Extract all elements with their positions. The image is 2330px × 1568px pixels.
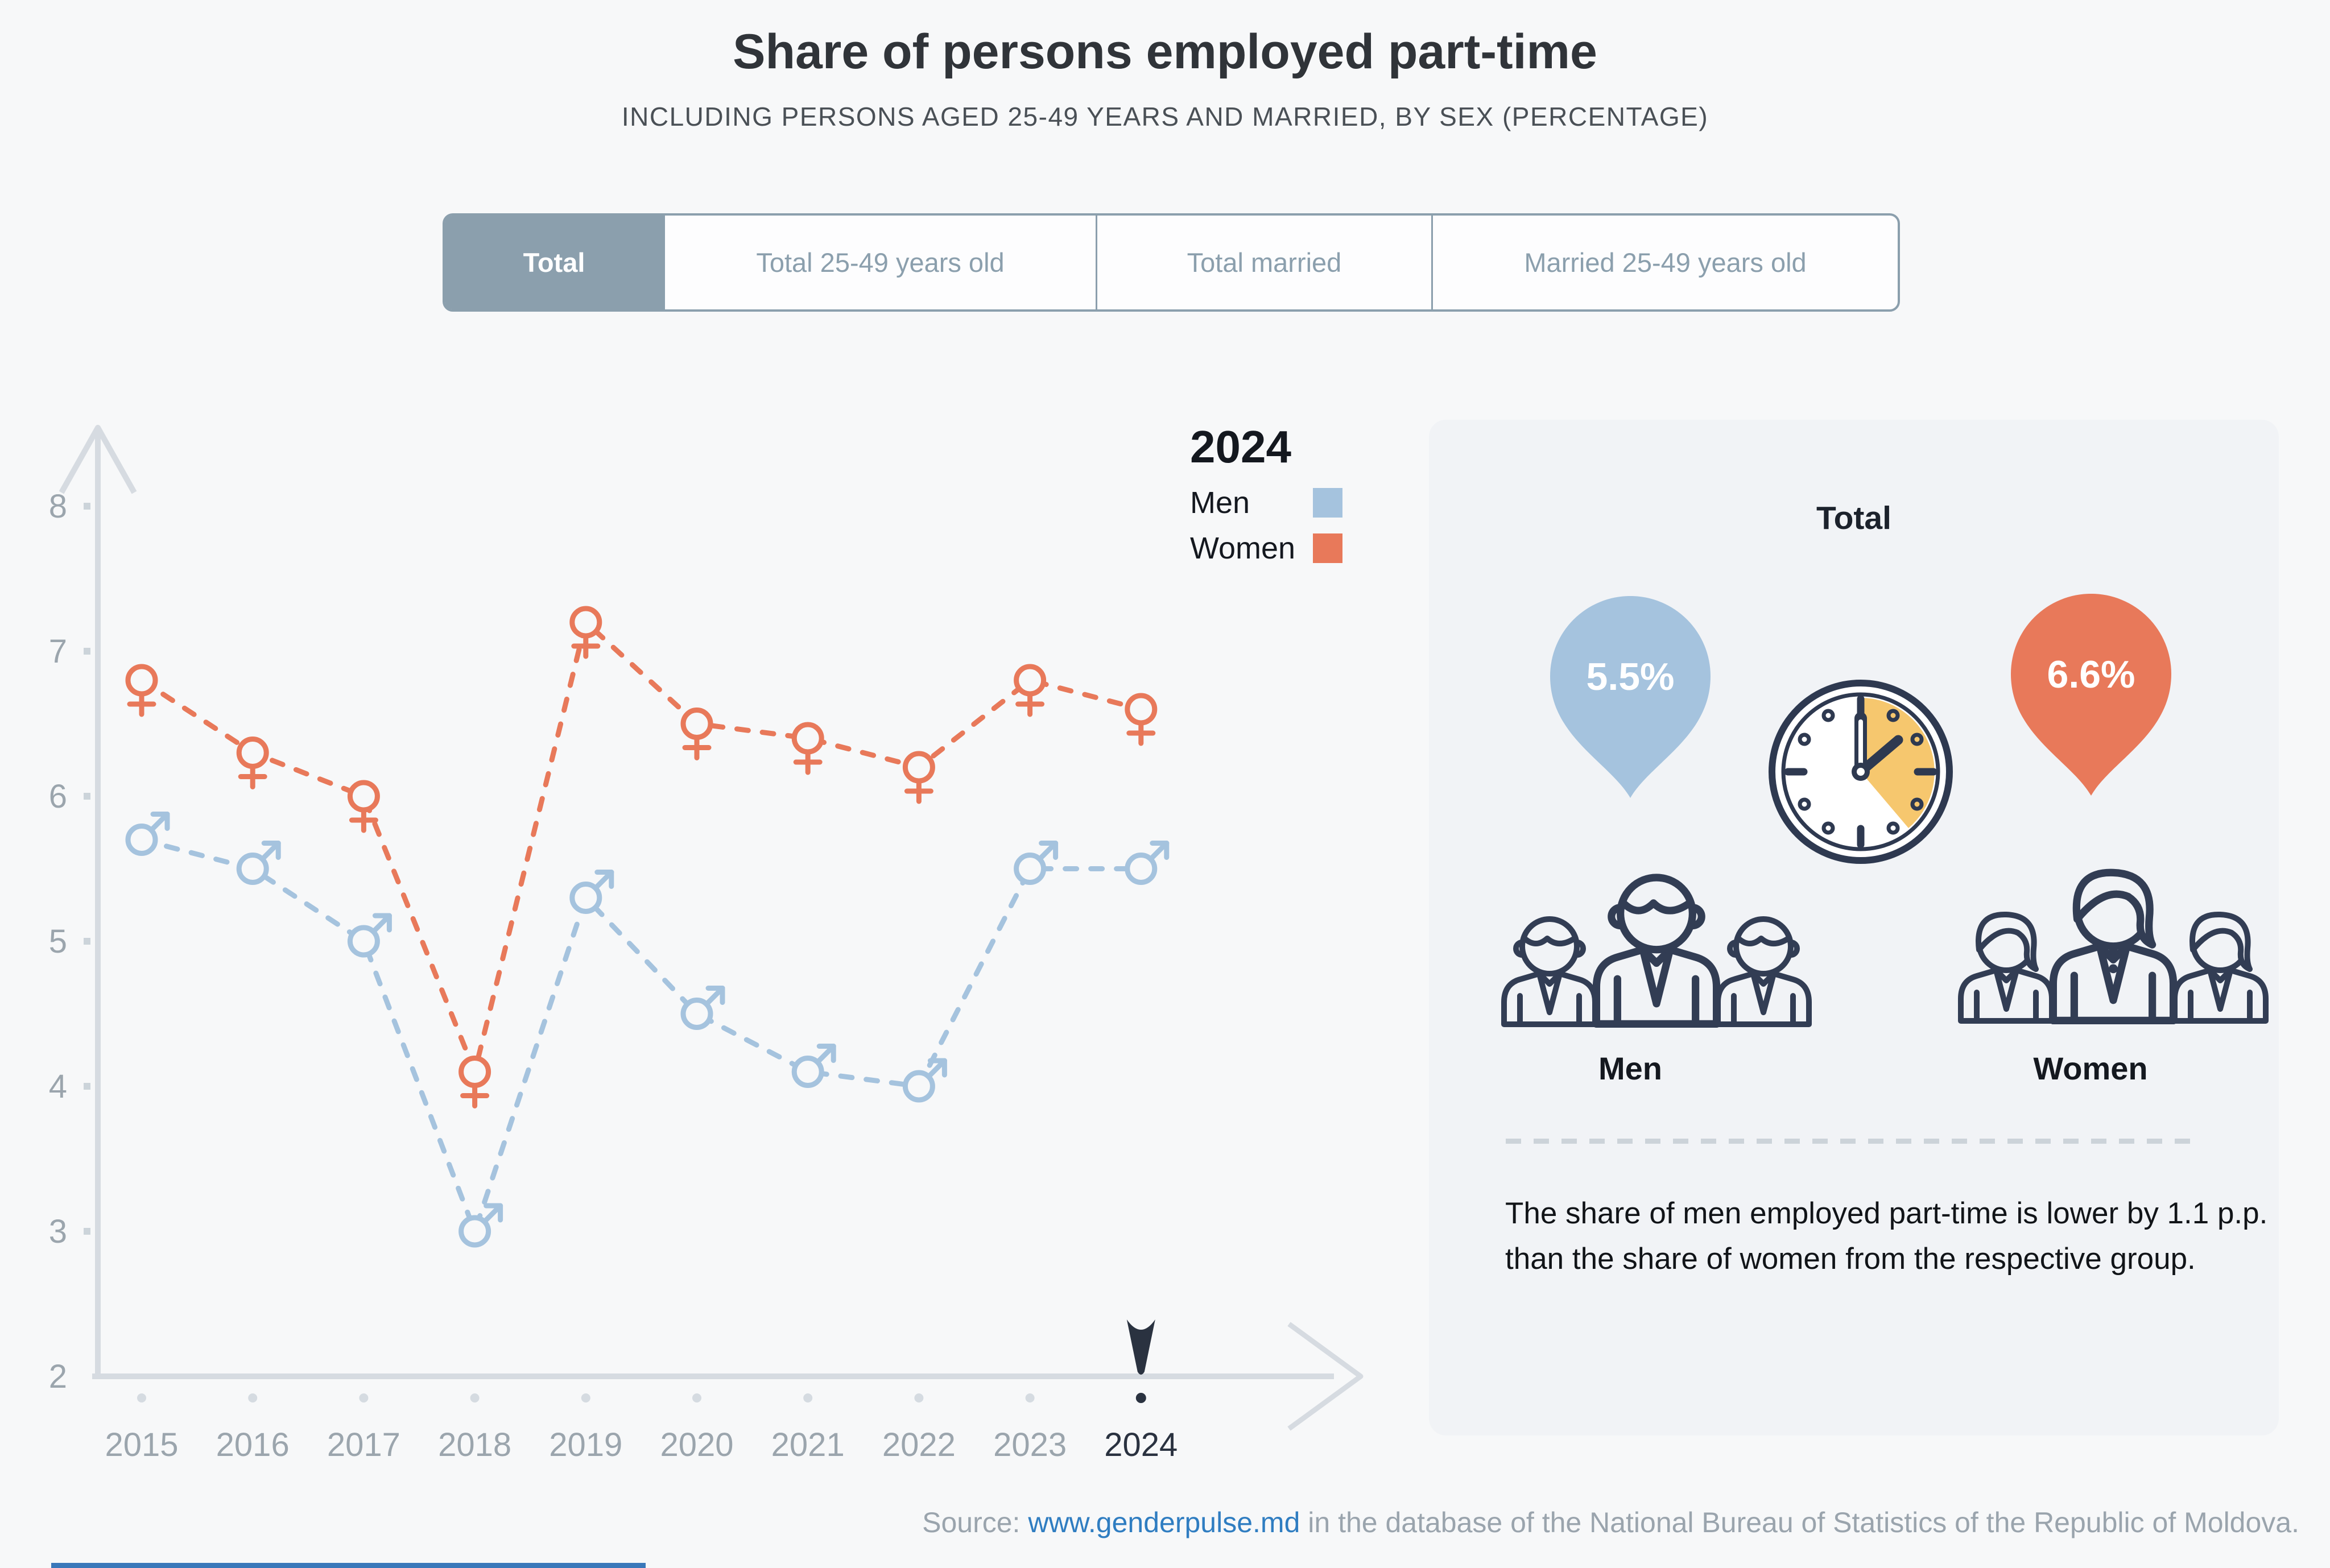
chart-legend: 2024 Men Women xyxy=(1190,421,1342,565)
x-tick-label-2017[interactable]: 2017 xyxy=(327,1426,400,1463)
y-tick-label: 7 xyxy=(49,633,67,670)
year-dot-2021[interactable] xyxy=(803,1393,813,1402)
legend-women-label: Women xyxy=(1190,531,1296,565)
men-value: 5.5% xyxy=(1587,655,1675,698)
series-line-men xyxy=(139,837,1144,1239)
y-tick-label: 8 xyxy=(49,488,67,525)
x-tick-label-2018[interactable]: 2018 xyxy=(438,1426,511,1463)
tab-total-married[interactable]: Total married xyxy=(1096,216,1431,309)
y-tick-label: 4 xyxy=(49,1068,67,1105)
female-symbol-marker-2017 xyxy=(347,780,380,833)
male-symbol-marker-2018 xyxy=(458,1203,503,1248)
x-tick-label-2023[interactable]: 2023 xyxy=(993,1426,1067,1463)
year-dot-2020[interactable] xyxy=(692,1393,701,1402)
y-tick-label: 3 xyxy=(49,1213,67,1250)
y-tick xyxy=(84,793,90,800)
source-suffix: in the database of the National Bureau o… xyxy=(1300,1507,2299,1538)
legend-item-women: Women xyxy=(1190,531,1342,565)
x-tick-label-2019[interactable]: 2019 xyxy=(549,1426,622,1463)
x-tick-label-2021[interactable]: 2021 xyxy=(771,1426,845,1463)
men-group-icon xyxy=(1501,874,1812,1028)
legend-men-swatch xyxy=(1313,488,1342,518)
source-line: Source: www.genderpulse.md in the databa… xyxy=(922,1506,2299,1539)
line-chart: 2 3 4 5 6 7 8 2015 2016 2017 2018 2019 2020 2021 2022 2… xyxy=(49,425,1364,1463)
y-axis-arrow-icon xyxy=(59,425,137,494)
y-tick xyxy=(84,938,90,945)
y-tick xyxy=(84,648,90,655)
year-dot-2018[interactable] xyxy=(470,1393,480,1402)
tab-married-25-49[interactable]: Married 25-49 years old xyxy=(1431,216,1898,309)
source-link[interactable]: www.genderpulse.md xyxy=(1028,1507,1300,1538)
category-tabbar: Total Total 25-49 years old Total marrie… xyxy=(443,213,1900,312)
x-tick-label-2015[interactable]: 2015 xyxy=(105,1426,178,1463)
x-tick-label-2016[interactable]: 2016 xyxy=(216,1426,290,1463)
male-symbol-marker-2017 xyxy=(347,913,392,958)
legend-item-men: Men xyxy=(1190,486,1342,520)
female-symbol-marker-2018 xyxy=(458,1056,491,1108)
male-symbol-marker-2020 xyxy=(680,986,725,1030)
source-prefix: Source: xyxy=(922,1507,1028,1538)
male-symbol-marker-2016 xyxy=(236,841,281,885)
year-dot-2019[interactable] xyxy=(581,1393,590,1402)
female-symbol-marker-2023 xyxy=(1014,664,1047,717)
y-tick xyxy=(84,503,90,510)
panel-women-label: Women xyxy=(2033,1050,2148,1086)
legend-women-swatch xyxy=(1313,533,1342,563)
year-pointer-icon xyxy=(1126,1319,1155,1375)
female-symbol-marker-2021 xyxy=(791,722,824,775)
year-dot-2022[interactable] xyxy=(914,1393,924,1402)
series-line-women xyxy=(139,617,1144,1081)
tab-total-25-49[interactable]: Total 25-49 years old xyxy=(663,216,1096,309)
y-tick-label: 2 xyxy=(49,1358,67,1395)
summary-panel: Total 5.5% 6.6% xyxy=(1429,420,2279,1435)
female-symbol-marker-2022 xyxy=(902,751,935,804)
panel-heading: Total xyxy=(1816,500,1891,536)
legend-men-label: Men xyxy=(1190,486,1250,520)
tab-total[interactable]: Total xyxy=(445,216,663,309)
clock-icon xyxy=(1769,680,1953,864)
pin-shape-women xyxy=(2011,594,2171,796)
female-symbol-marker-2016 xyxy=(236,737,269,789)
legend-selected-year: 2024 xyxy=(1190,421,1291,472)
male-symbol-marker-2022 xyxy=(902,1058,947,1103)
x-axis-arrow-icon xyxy=(1287,1322,1364,1431)
panel-men-label: Men xyxy=(1598,1050,1662,1086)
year-dot-2023[interactable] xyxy=(1025,1393,1035,1402)
x-tick-label-2020[interactable]: 2020 xyxy=(660,1426,733,1463)
x-tick-label-2024[interactable]: 2024 xyxy=(1104,1426,1178,1463)
year-dot-2024[interactable] xyxy=(1135,1393,1146,1403)
page-subtitle: INCLUDING PERSONS AGED 25-49 YEARS AND M… xyxy=(621,102,1709,131)
women-group-icon xyxy=(1958,868,2269,1025)
y-tick-label: 5 xyxy=(49,923,67,960)
male-symbol-marker-2021 xyxy=(791,1044,836,1088)
page-title: Share of persons employed part-time xyxy=(733,24,1597,79)
male-symbol-marker-2024 xyxy=(1125,841,1170,885)
female-symbol-marker-2024 xyxy=(1125,693,1158,746)
female-symbol-marker-2015 xyxy=(125,664,158,717)
women-value-pin: 6.6% xyxy=(2011,594,2171,796)
male-symbol-marker-2015 xyxy=(125,812,170,856)
y-tick-label: 6 xyxy=(49,778,67,815)
y-tick xyxy=(84,1228,90,1235)
x-tick-label-2022[interactable]: 2022 xyxy=(882,1426,956,1463)
panel-note: The share of men employed part-time is l… xyxy=(1505,1197,2268,1276)
pin-shape-men xyxy=(1550,596,1711,798)
bottom-progress-bar xyxy=(51,1563,646,1568)
year-dot-2017[interactable] xyxy=(359,1393,369,1402)
dashed-divider xyxy=(1506,1139,2201,1144)
year-dot-2016[interactable] xyxy=(248,1393,258,1402)
women-value: 6.6% xyxy=(2047,653,2135,696)
female-symbol-marker-2019 xyxy=(569,606,602,659)
y-tick xyxy=(84,1083,90,1090)
female-symbol-marker-2020 xyxy=(680,708,713,760)
male-symbol-marker-2019 xyxy=(569,870,614,914)
year-dot-2015[interactable] xyxy=(137,1393,146,1402)
male-symbol-marker-2023 xyxy=(1014,841,1059,885)
men-value-pin: 5.5% xyxy=(1550,596,1711,798)
